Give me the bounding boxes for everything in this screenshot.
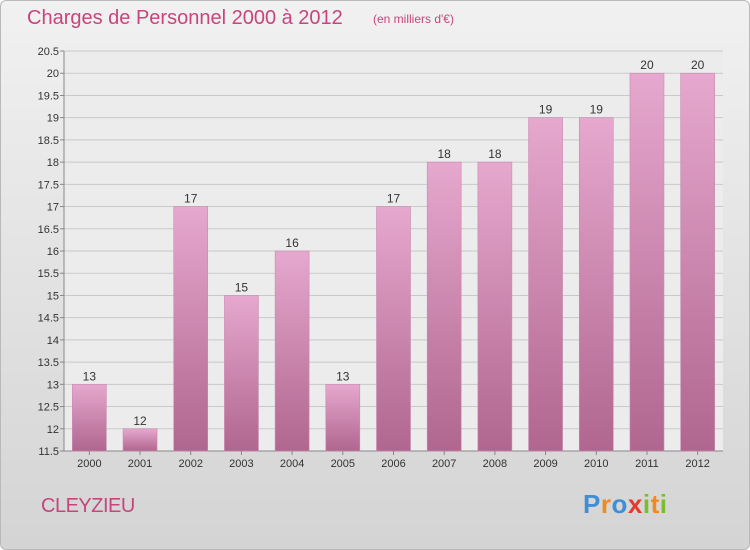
y-tick-label: 16.5 (38, 224, 59, 236)
bar (224, 295, 259, 452)
proxiti-logo: Proxiti (583, 489, 667, 520)
y-tick-label: 15.5 (38, 268, 59, 280)
logo-letter: i (659, 489, 668, 519)
y-tick-label: 14 (47, 335, 59, 347)
data-label: 13 (336, 369, 350, 383)
data-label: 13 (83, 369, 97, 383)
x-tick-label: 2011 (635, 458, 659, 470)
y-tick-label: 17.5 (38, 179, 59, 191)
bar (680, 72, 715, 452)
y-tick-label: 12.5 (38, 402, 59, 414)
x-tick-label: 2009 (533, 458, 557, 470)
y-tick-label: 12 (47, 424, 59, 436)
bar (376, 206, 411, 452)
data-label: 18 (488, 147, 502, 161)
x-tick-label: 2007 (432, 458, 456, 470)
data-label: 19 (590, 103, 604, 117)
x-tick-label: 2010 (584, 458, 608, 470)
logo-letter: i (642, 489, 651, 519)
y-tick-label: 18.5 (38, 135, 59, 147)
logo-letter: r (600, 489, 612, 519)
logo-letter: x (627, 489, 643, 519)
bar (477, 161, 513, 452)
y-tick-label: 16 (47, 246, 59, 258)
y-tick-label: 13 (47, 379, 59, 391)
bar (629, 72, 665, 452)
x-tick-label: 2008 (483, 458, 507, 470)
y-tick-label: 15 (47, 290, 59, 302)
chart-title: Charges de Personnel 2000 à 2012 (27, 7, 343, 29)
logo-letter: P (583, 489, 601, 519)
y-tick-label: 20 (47, 68, 59, 80)
x-tick-label: 2000 (77, 458, 101, 470)
data-label: 17 (184, 192, 198, 206)
bar (578, 117, 614, 452)
x-tick-label: 2012 (685, 458, 709, 470)
y-tick-label: 19.5 (38, 90, 59, 102)
bar (72, 384, 107, 452)
y-tick-label: 19 (47, 113, 59, 125)
data-label: 20 (691, 58, 705, 72)
y-tick-label: 17 (47, 202, 59, 214)
bar (274, 250, 310, 452)
commune-name: CLEYZIEU (41, 495, 135, 517)
data-label: 18 (438, 147, 452, 161)
logo-letter: o (611, 489, 628, 519)
bar (122, 428, 158, 452)
x-tick-label: 2001 (128, 458, 152, 470)
data-label: 12 (133, 414, 147, 428)
data-label: 15 (235, 280, 249, 294)
bar (426, 161, 462, 452)
bar (528, 117, 563, 452)
x-tick-label: 2004 (280, 458, 304, 470)
y-tick-label: 14.5 (38, 313, 59, 325)
data-label: 19 (539, 103, 553, 117)
data-label: 20 (640, 58, 654, 72)
x-tick-label: 2006 (381, 458, 405, 470)
data-label: 17 (387, 192, 401, 206)
chart-unit: (en milliers d'€) (373, 12, 454, 26)
bar (325, 384, 361, 452)
data-label: 16 (285, 236, 299, 250)
y-tick-label: 20.5 (38, 46, 59, 58)
y-tick-label: 13.5 (38, 357, 59, 369)
bar (173, 206, 209, 452)
x-tick-label: 2002 (178, 458, 202, 470)
y-tick-label: 18 (47, 157, 59, 169)
y-tick-label: 11.5 (38, 446, 59, 458)
logo-letter: t (650, 489, 660, 519)
x-tick-label: 2003 (229, 458, 253, 470)
x-tick-label: 2005 (331, 458, 355, 470)
